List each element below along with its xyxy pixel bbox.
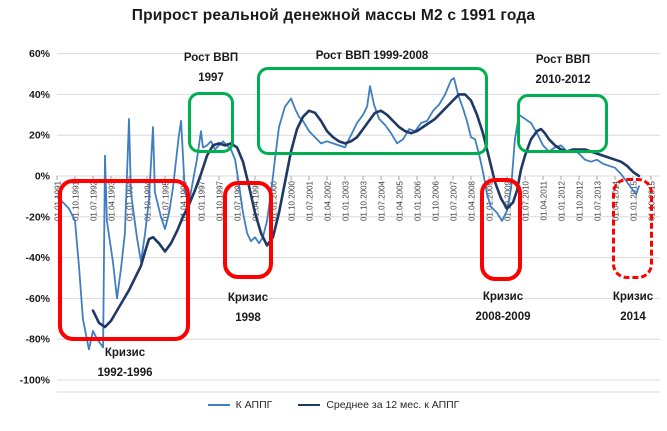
svg-text:01.10.1991: 01.10.1991 — [72, 180, 81, 221]
svg-text:01.01.2000: 01.01.2000 — [270, 180, 279, 221]
svg-text:01.04.2014: 01.04.2014 — [612, 180, 621, 221]
legend-item-avg-12m: Среднее за 12 мес. к АППГ — [298, 399, 459, 411]
crisis-label-2014-line1: Кризис — [612, 291, 654, 303]
svg-text:01.10.2012: 01.10.2012 — [576, 180, 585, 221]
svg-text:01.07.2004: 01.07.2004 — [378, 180, 387, 221]
svg-text:01.10.2000: 01.10.2000 — [288, 180, 297, 221]
svg-text:01.04.2011: 01.04.2011 — [540, 180, 549, 220]
svg-text:-100%: -100% — [20, 375, 51, 387]
svg-text:01.01.1994: 01.01.1994 — [126, 180, 135, 221]
svg-text:-20%: -20% — [25, 211, 50, 223]
crisis-label-2014: Кризис 2014 — [591, 287, 667, 327]
legend-label-k-appg: К АППГ — [235, 399, 273, 411]
growth-label-1997-line2: 1997 — [198, 72, 224, 84]
legend-label-avg-12m: Среднее за 12 мес. к АППГ — [326, 399, 460, 411]
crisis-label-2014-line2: 2014 — [620, 311, 646, 323]
legend-line-swatch-avg-12m — [298, 403, 321, 407]
svg-text:01.04.2008: 01.04.2008 — [468, 180, 477, 221]
svg-text:0%: 0% — [35, 171, 51, 183]
growth-box-1999-2008 — [257, 67, 488, 155]
svg-text:01.01.2015: 01.01.2015 — [630, 180, 639, 221]
svg-text:20%: 20% — [29, 130, 51, 142]
y-axis-labels: 60% 40% 20% 0% -20% -40% -60% -80% -100% — [20, 48, 51, 386]
growth-box-1997 — [188, 92, 234, 153]
growth-label-2010-2012-line1: Рост ВВП — [535, 54, 591, 66]
crisis-label-1998-line2: 1998 — [235, 312, 261, 324]
crisis-label-1992-1996: Кризис 1992-1996 — [65, 343, 185, 383]
svg-text:60%: 60% — [29, 48, 51, 60]
growth-label-2010-2012: Рост ВВП 2010-2012 — [513, 50, 613, 90]
svg-text:01.07.2013: 01.07.2013 — [594, 180, 603, 221]
svg-text:-60%: -60% — [25, 293, 50, 305]
crisis-label-1992-1996-line1: Кризис — [104, 347, 146, 359]
chart-title: Прирост реальной денежной массы М2 с 199… — [131, 7, 536, 24]
crisis-label-2008-2009-line1: Кризис — [482, 291, 524, 303]
crisis-label-2008-2009: Кризис 2008-2009 — [443, 287, 563, 327]
y-gridlines — [57, 53, 660, 381]
legend-line-swatch-k-appg — [207, 403, 230, 407]
growth-label-1997-line1: Рост ВВП — [183, 52, 239, 64]
svg-text:01.04.1999: 01.04.1999 — [252, 180, 261, 221]
svg-text:01.01.1997: 01.01.1997 — [198, 180, 207, 221]
crisis-box-2008-2009 — [480, 178, 522, 281]
svg-text:01.04.1993: 01.04.1993 — [108, 180, 117, 221]
crisis-label-2008-2009-line2: 2008-2009 — [475, 311, 531, 323]
growth-label-1997: Рост ВВП 1997 — [170, 48, 252, 88]
svg-text:01.10.1997: 01.10.1997 — [216, 180, 225, 221]
svg-text:-40%: -40% — [25, 252, 50, 264]
crisis-label-1998-line1: Кризис — [227, 292, 269, 304]
svg-text:01.07.2001: 01.07.2001 — [306, 180, 315, 221]
legend-item-k-appg: К АППГ — [207, 399, 273, 411]
crisis-box-1998 — [223, 181, 273, 279]
crisis-box-1992-1996 — [58, 179, 190, 341]
series-line-avg-12m — [91, 93, 641, 329]
svg-text:01.10.2006: 01.10.2006 — [432, 180, 441, 221]
svg-text:01.10.2003: 01.10.2003 — [360, 180, 369, 221]
svg-text:01.07.1992: 01.07.1992 — [90, 180, 99, 221]
svg-text:01.07.2010: 01.07.2010 — [522, 180, 531, 221]
series-line-k-appg — [56, 77, 640, 351]
svg-text:01.01.2006: 01.01.2006 — [414, 180, 423, 221]
svg-text:40%: 40% — [29, 89, 51, 101]
svg-text:01.04.2005: 01.04.2005 — [396, 180, 405, 221]
svg-text:-80%: -80% — [25, 334, 50, 346]
chart-legend: К АППГ Среднее за 12 мес. к АППГ — [0, 399, 667, 411]
crisis-box-2014 — [612, 178, 653, 279]
growth-label-1999-2008-line1: Рост ВВП 1999-2008 — [315, 50, 429, 62]
crisis-label-1998: Кризис 1998 — [208, 288, 288, 328]
growth-label-1999-2008: Рост ВВП 1999-2008 — [272, 46, 472, 66]
growth-label-2010-2012-line2: 2010-2012 — [535, 74, 591, 86]
svg-text:01.01.2003: 01.01.2003 — [342, 180, 351, 221]
svg-text:01.07.1995: 01.07.1995 — [162, 180, 171, 221]
svg-text:01.07.2007: 01.07.2007 — [450, 180, 459, 221]
svg-text:01.07.1998: 01.07.1998 — [234, 180, 243, 221]
svg-text:01.04.1996: 01.04.1996 — [180, 180, 189, 221]
svg-text:01.04.2002: 01.04.2002 — [324, 180, 333, 221]
growth-box-2010-2012 — [517, 94, 608, 153]
crisis-label-1992-1996-line2: 1992-1996 — [97, 367, 153, 379]
svg-text:01.01.2012: 01.01.2012 — [558, 180, 567, 221]
